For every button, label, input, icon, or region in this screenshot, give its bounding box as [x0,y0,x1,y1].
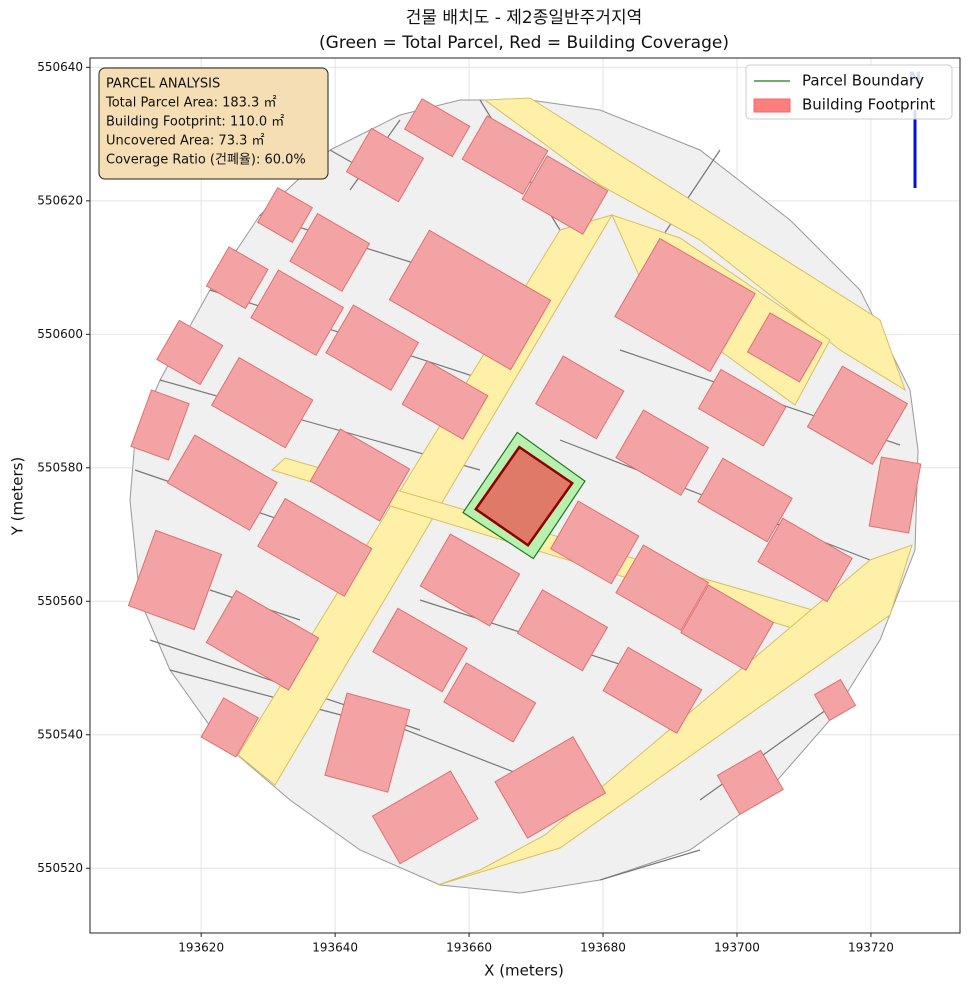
info-box: PARCEL ANALYSIS Total Parcel Area: 183.3… [98,67,329,180]
info-box-frame [98,67,329,180]
legend-label: Building Footprint [802,96,935,114]
info-text: PARCEL ANALYSIS [106,77,220,92]
y-tick-label: 550520 [37,861,83,875]
info-text: Total Parcel Area: 183.3 ㎡ [105,96,276,111]
y-tick-label: 550540 [37,727,83,741]
legend: Parcel Boundary Building Footprint [745,64,953,120]
buildings [127,98,922,865]
legend-label: Parcel Boundary [802,72,924,90]
info-text: Building Footprint: 110.0 ㎡ [106,115,284,130]
info-text: Uncovered Area: 73.3 ㎡ [106,134,265,149]
y-tick-label: 550600 [37,327,83,341]
legend-swatch [753,98,791,113]
building-polygon [474,445,574,547]
chart-title: (Green = Total Parcel, Red = Building Co… [319,33,729,53]
x-tick-label: 193680 [580,941,626,955]
plot-frame [89,57,961,934]
y-tick-label: 550640 [37,60,83,74]
x-axis-label: X (meters) [484,962,564,980]
x-tick-label: 193660 [446,941,492,955]
legend-frame [745,64,953,120]
chart-title: 건물 배치도 - 제2종일반주거지역 [406,8,642,28]
y-tick-label: 550560 [37,594,83,608]
y-tick-label: 550620 [37,193,83,207]
x-tick-label: 193620 [178,941,224,955]
info-text: Coverage Ratio (건폐율): 60.0% [106,153,306,168]
y-axis-label: Y (meters) [9,457,27,537]
x-tick-label: 193720 [848,941,894,955]
x-tick-label: 193640 [312,941,358,955]
y-tick-label: 550580 [37,460,83,474]
x-tick-label: 193700 [714,941,760,955]
